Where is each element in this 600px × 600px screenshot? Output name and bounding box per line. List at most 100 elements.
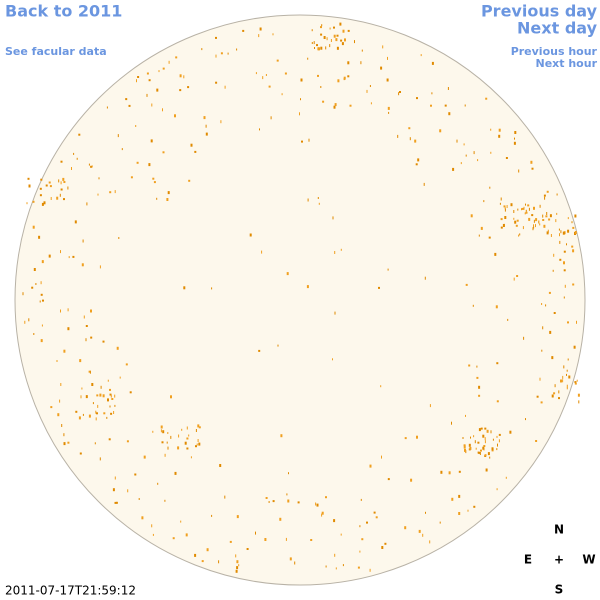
facula	[167, 432, 169, 434]
facula	[39, 194, 42, 197]
facula	[334, 553, 336, 557]
facula	[458, 512, 461, 515]
facula	[224, 85, 226, 89]
facula	[311, 29, 313, 32]
facula	[91, 383, 94, 386]
facula	[333, 26, 335, 29]
facula	[287, 499, 290, 503]
facula	[143, 455, 146, 459]
facula	[398, 92, 400, 96]
facula	[347, 61, 350, 65]
facula	[190, 456, 192, 459]
previous-hour-link[interactable]: Previous hour	[511, 45, 598, 58]
facula	[235, 569, 238, 573]
facula	[150, 139, 153, 143]
facula	[48, 181, 51, 184]
facula	[549, 330, 552, 334]
facula	[78, 416, 81, 420]
facula	[543, 194, 546, 197]
facula	[152, 430, 154, 433]
facula	[430, 104, 432, 107]
facula	[168, 60, 170, 64]
facula	[156, 88, 159, 92]
facula	[387, 478, 390, 481]
facula	[329, 44, 331, 48]
facula	[478, 428, 481, 432]
facula	[572, 249, 575, 253]
facula	[568, 375, 571, 379]
facula	[497, 443, 498, 447]
facula	[423, 182, 425, 186]
facula	[125, 363, 128, 366]
back-year-link[interactable]: Back to 2011	[5, 2, 122, 21]
facula	[525, 209, 527, 212]
facula	[259, 128, 260, 131]
facula	[482, 434, 485, 438]
facula	[545, 304, 547, 307]
facula	[32, 225, 35, 229]
facula	[564, 284, 566, 288]
facula	[514, 220, 517, 224]
facula	[97, 193, 99, 196]
next-day-link[interactable]: Next day	[517, 19, 598, 38]
facula	[320, 86, 322, 88]
facula	[170, 435, 172, 439]
facula	[333, 519, 336, 523]
facula	[539, 204, 541, 208]
facula	[136, 79, 137, 83]
facula	[558, 390, 560, 394]
facula	[502, 224, 505, 227]
facula	[503, 205, 506, 208]
facula	[167, 446, 169, 450]
facula	[470, 436, 471, 439]
facula	[429, 540, 431, 544]
facula	[546, 190, 549, 193]
facula	[477, 451, 480, 454]
facula	[299, 112, 300, 116]
facula	[62, 177, 65, 181]
facula	[106, 416, 108, 419]
facula	[313, 41, 315, 45]
facula	[498, 134, 501, 138]
facula	[566, 384, 568, 388]
facula	[277, 344, 279, 347]
facula	[335, 567, 337, 570]
facula	[334, 103, 337, 107]
facula	[375, 516, 378, 519]
facula	[41, 202, 44, 206]
facula	[489, 456, 491, 459]
facula	[424, 276, 426, 280]
facula	[533, 226, 535, 229]
facula	[35, 283, 37, 285]
next-hour-link[interactable]: Next hour	[536, 57, 598, 70]
facula	[480, 449, 482, 452]
facula	[447, 87, 449, 90]
facula	[270, 116, 272, 120]
facular-data-link[interactable]: See facular data	[5, 45, 107, 58]
facula	[500, 197, 502, 201]
facula	[332, 216, 334, 220]
facula	[85, 338, 87, 342]
facula	[458, 470, 461, 473]
facula	[533, 224, 534, 228]
compass-east: E	[524, 553, 532, 567]
facula	[153, 181, 156, 184]
facula	[333, 34, 336, 38]
facula	[129, 391, 132, 394]
facula	[333, 105, 336, 109]
facula	[60, 181, 62, 185]
facula	[127, 489, 129, 493]
facula	[548, 218, 551, 221]
facula	[542, 326, 544, 330]
facula	[117, 134, 119, 138]
facula	[523, 336, 525, 340]
facula	[317, 74, 319, 77]
facula	[119, 376, 121, 379]
facula	[478, 234, 480, 237]
facula	[109, 191, 112, 194]
facula	[265, 497, 268, 499]
facula	[310, 539, 313, 541]
facula	[518, 234, 520, 237]
previous-day-link[interactable]: Previous day	[481, 2, 598, 21]
facula	[516, 219, 519, 222]
